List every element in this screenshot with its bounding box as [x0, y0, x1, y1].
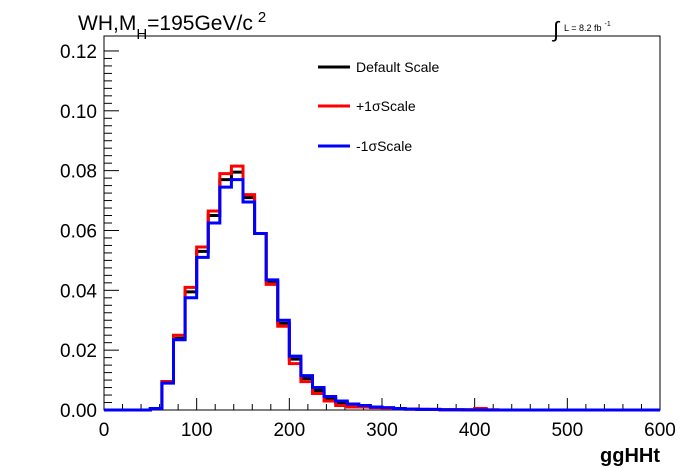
y-tick-label: 0.06	[60, 221, 97, 242]
y-tick-label: 0.08	[60, 162, 97, 183]
x-tick-label: 400	[459, 420, 491, 441]
series-layer	[104, 164, 660, 412]
title-main: =195GeV/c	[147, 12, 253, 35]
x-tick-label: 300	[366, 420, 398, 441]
x-tick-label: 200	[273, 420, 305, 441]
plot-frame	[103, 35, 661, 411]
y-tick-label: 0.12	[60, 42, 97, 63]
x-axis-title: ggHHt	[600, 445, 660, 467]
lumi-label: ∫ L = 8.2 fb -1	[551, 17, 611, 42]
legend-label-minus-sigma: -1σScale	[356, 138, 412, 154]
lumi-integral-sign: ∫	[551, 17, 561, 42]
histogram-series-0	[104, 170, 660, 412]
plot-title: WH,MH=195GeV/c 2	[78, 9, 266, 43]
title-prefix: WH,M	[78, 12, 136, 35]
title-superscript: 2	[258, 9, 266, 26]
title-subscript: H	[136, 26, 147, 43]
x-tick-label: 500	[551, 420, 583, 441]
histogram-series-2	[104, 178, 660, 412]
y-tick-label: 0.04	[60, 281, 97, 302]
x-tick-label: 0	[99, 420, 110, 441]
legend: Default Scale +1σScale -1σScale	[318, 59, 439, 154]
legend-label-default: Default Scale	[356, 59, 439, 75]
lumi-superscript: -1	[604, 21, 610, 28]
y-tick-label: 0.00	[60, 401, 97, 422]
x-tick-label: 600	[644, 420, 676, 441]
lumi-text: L = 8.2 fb	[564, 23, 601, 33]
y-tick-label: 0.10	[60, 102, 97, 123]
y-tick-label: 0.02	[60, 341, 97, 362]
histogram-series-1	[104, 164, 660, 412]
x-tick-label: 100	[181, 420, 213, 441]
x-axis: 0 100 200 300 400 500 600	[99, 398, 676, 441]
y-axis: 0.00 0.02 0.04 0.06 0.08 0.10 0.12	[60, 42, 119, 422]
legend-label-plus-sigma: +1σScale	[356, 98, 416, 114]
